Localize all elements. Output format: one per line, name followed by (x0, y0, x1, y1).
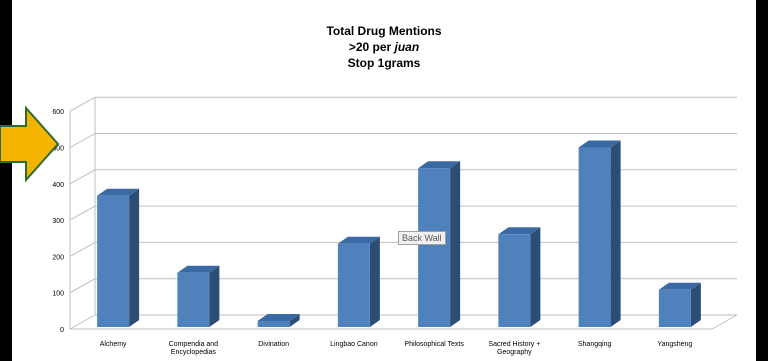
arrow-shape (0, 105, 60, 183)
chart-title-line-1: Total Drug Mentions (12, 24, 756, 38)
y-tick-label: 500 (52, 146, 64, 153)
bar-front (257, 321, 290, 327)
bar-side (289, 314, 300, 327)
bar-side (209, 265, 220, 327)
bar-front (418, 168, 451, 327)
bar-side (610, 140, 621, 327)
bar-sacred-history-geography[interactable] (498, 227, 541, 327)
x-tick-label: Shangqing (577, 341, 612, 348)
x-tick-label: Alchemy (99, 341, 127, 348)
bar-philosophical-texts[interactable] (418, 161, 461, 327)
bar-front (177, 272, 210, 327)
bar-alchemy[interactable] (97, 188, 140, 327)
y-tick-label: 600 (52, 109, 64, 116)
title-part: Total Drug Mentions (326, 24, 442, 38)
y-tick-label: 100 (52, 291, 64, 298)
gridline-depth (69, 241, 96, 257)
chart-title-line-2: >20 per juan (12, 40, 756, 54)
bar-top (97, 188, 140, 196)
bar-top (418, 161, 461, 169)
title-part: >20 per (348, 40, 395, 54)
gridline-depth (69, 314, 96, 330)
bar-side (369, 236, 380, 327)
gridline-depth (69, 169, 96, 185)
bar-side (530, 227, 541, 327)
gridline-depth (69, 96, 96, 112)
y-tick-label: 200 (52, 254, 64, 261)
bar-front (97, 195, 130, 327)
bar-top (337, 236, 380, 244)
bar-side (450, 161, 461, 327)
x-tick-label: Yangsheng (657, 341, 693, 348)
title-part: juan (394, 40, 420, 54)
bar-top (177, 265, 220, 273)
x-tick-label: Compendia and Encyclopedias (168, 341, 219, 356)
bar-top (658, 282, 701, 290)
y-tick-label: 300 (52, 218, 64, 225)
bar-front (337, 243, 370, 327)
floor-side-edge (711, 314, 738, 330)
chart-title-line-3: Stop 1grams (12, 56, 756, 70)
gridline-depth (69, 205, 96, 221)
back-wall-tooltip: Back Wall (398, 231, 446, 245)
bar-front (658, 289, 691, 327)
bar-top (498, 227, 541, 235)
gridline-depth (69, 133, 96, 148)
x-tick-label: Philosophical Texts (404, 341, 464, 348)
y-tick-label: 0 (60, 327, 64, 334)
bar-side (690, 282, 701, 327)
bar-shangqing[interactable] (578, 140, 621, 328)
bar-top (578, 140, 621, 148)
bar-front (578, 147, 611, 327)
bar-top (257, 314, 300, 322)
x-tick-label: Lingbao Canon (330, 341, 378, 348)
gridline-depth (69, 278, 96, 294)
right-arrow-icon (0, 105, 60, 183)
bar-lingbao-canon[interactable] (337, 236, 380, 327)
x-tick-label: Divination (258, 341, 289, 348)
x-tick-label: Sacred History + Geography (488, 341, 541, 356)
title-part: Stop 1grams (347, 56, 421, 70)
y-tick-label: 400 (52, 182, 64, 189)
bar-yangsheng[interactable] (658, 282, 701, 327)
bar-compendia-and-encyclopedias[interactable] (177, 265, 220, 327)
bar-front (498, 234, 531, 327)
bar-divination[interactable] (257, 314, 300, 327)
bar-side (129, 188, 140, 327)
